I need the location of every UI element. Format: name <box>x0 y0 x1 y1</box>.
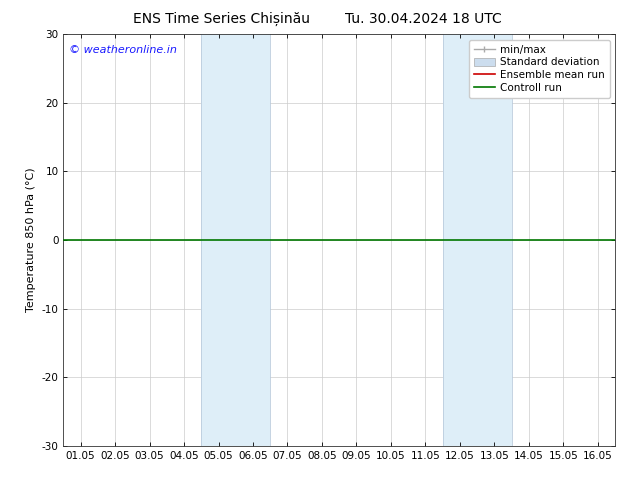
Bar <box>443 34 512 446</box>
Legend: min/max, Standard deviation, Ensemble mean run, Controll run: min/max, Standard deviation, Ensemble me… <box>469 40 610 98</box>
Text: © weatheronline.in: © weatheronline.in <box>69 45 177 54</box>
Y-axis label: Temperature 850 hPa (°C): Temperature 850 hPa (°C) <box>26 168 36 313</box>
Text: ENS Time Series Chișinău        Tu. 30.04.2024 18 UTC: ENS Time Series Chișinău Tu. 30.04.2024 … <box>133 12 501 26</box>
Bar <box>202 34 270 446</box>
